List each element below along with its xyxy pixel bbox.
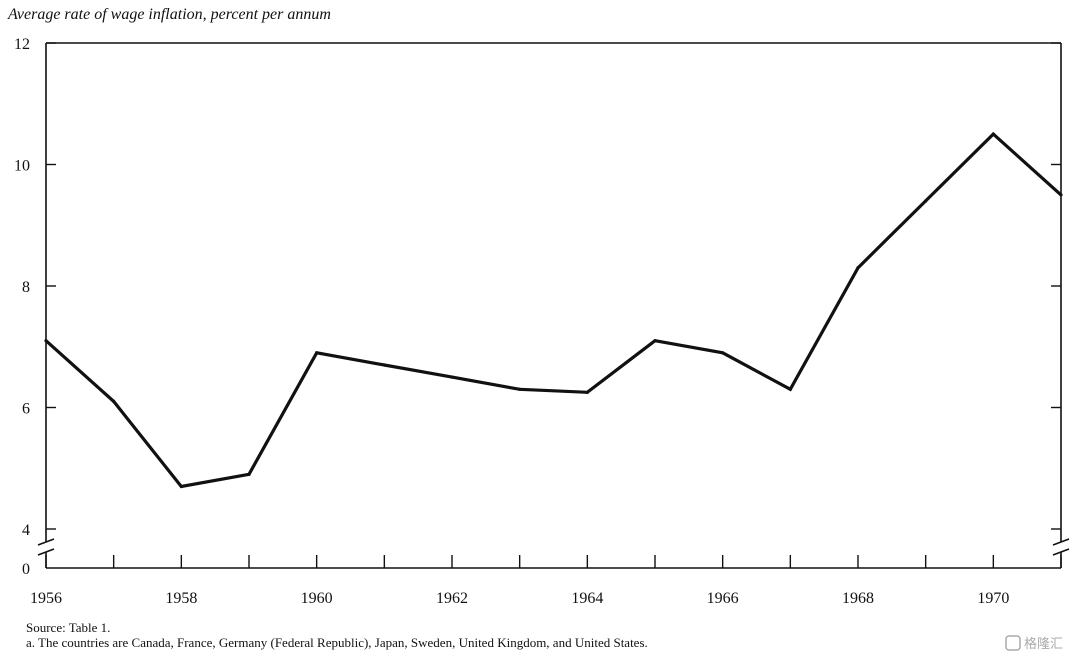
x-tick-label: 1968 [842, 590, 874, 607]
watermark: 格隆汇 [1005, 635, 1063, 651]
x-tick-label: 1958 [165, 590, 197, 607]
series-layer [44, 131, 1063, 489]
data-point [179, 484, 183, 489]
data-point [788, 387, 792, 391]
data-point [247, 472, 251, 476]
x-tick-label: 1966 [707, 590, 739, 607]
plot-frame [45, 42, 1062, 569]
watermark-logo-icon [1005, 635, 1021, 651]
data-point [44, 339, 48, 343]
axis-break-slash [1052, 548, 1070, 556]
series-line [44, 131, 1063, 489]
x-axis-ticks: 1956 1958 1960 1962 1964 1966 1968 1970 [30, 555, 1062, 607]
y-tick-label: 8 [22, 279, 30, 296]
x-tick-label: 1956 [30, 590, 62, 607]
axis-break-slash [1052, 538, 1070, 546]
y-tick-label: 0 [22, 561, 30, 578]
data-point [382, 363, 386, 367]
y-axis-label: Average rate of wage inflation, percent … [7, 6, 331, 23]
y-tick-label: 12 [14, 36, 30, 53]
data-point [1059, 193, 1063, 197]
data-point [991, 132, 995, 136]
x-tick-label: 1960 [301, 590, 333, 607]
watermark-text: 格隆汇 [1024, 636, 1063, 651]
data-point [518, 387, 522, 391]
x-tick-label: 1962 [436, 590, 468, 607]
data-point [585, 390, 589, 394]
data-point [653, 339, 657, 343]
y-tick-label: 6 [22, 401, 30, 418]
y-axis-ticks: 0 4 6 8 10 12 [14, 36, 1061, 578]
data-point [112, 399, 116, 404]
axis-break-slash [37, 538, 55, 546]
source-note: Source: Table 1. [26, 620, 110, 635]
axis-break-slash [37, 548, 55, 556]
x-tick-label: 1964 [571, 590, 603, 607]
data-point [450, 375, 454, 379]
data-point [924, 199, 928, 203]
axis-break-marks [37, 538, 1070, 556]
y-tick-label: 10 [14, 158, 30, 175]
footnote: a. The countries are Canada, France, Ger… [26, 635, 648, 650]
x-tick-label: 1970 [977, 590, 1009, 607]
data-point [315, 351, 319, 355]
data-point [721, 351, 725, 355]
data-point [856, 266, 860, 270]
y-tick-label: 4 [22, 522, 30, 539]
